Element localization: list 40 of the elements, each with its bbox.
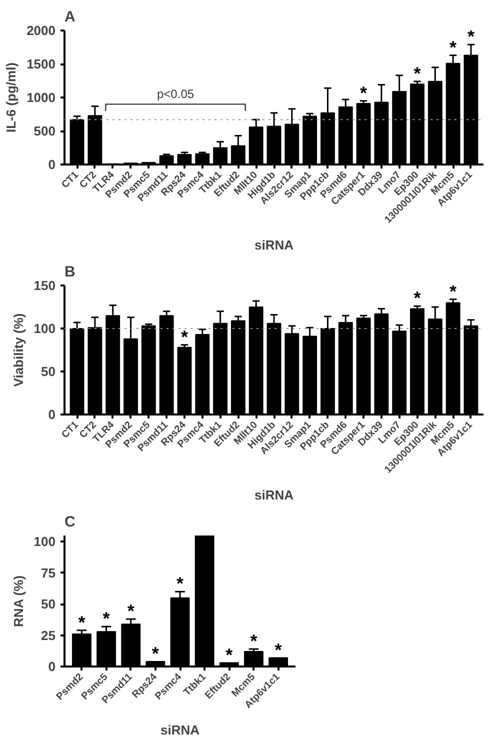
annotation: * — [467, 26, 474, 47]
annotation: * — [250, 631, 258, 652]
y-tick-label: 50 — [41, 364, 56, 379]
y-tick-label: 1000 — [26, 90, 56, 105]
x-axis-title: siRNA — [254, 488, 294, 503]
annotation: * — [127, 601, 134, 622]
annotation: * — [176, 574, 184, 594]
y-tick-label: 0 — [48, 157, 56, 172]
chart-title: A — [64, 8, 76, 26]
annotation: * — [102, 608, 110, 629]
y-tick-label: 0 — [48, 659, 56, 674]
y-axis-title: IL-6 (pg/ml) — [4, 62, 19, 133]
y-tick-label: 500 — [34, 124, 56, 138]
y-tick-label: 2000 — [26, 23, 56, 38]
annotation: * — [414, 288, 421, 308]
y-tick-label: 100 — [34, 534, 56, 550]
chart-title: C — [64, 514, 76, 530]
y-tick-label: 1500 — [26, 56, 56, 72]
annotation: * — [274, 640, 282, 660]
y-tick-label: 100 — [34, 321, 56, 336]
annotation: * — [152, 644, 159, 664]
annotation: * — [414, 63, 421, 84]
x-axis-title: siRNA — [160, 722, 200, 738]
y-tick-label: 75 — [41, 565, 56, 580]
x-tick-label: CT1 — [60, 169, 82, 191]
chart-title: B — [64, 264, 76, 280]
y-axis-title: Viability (%) — [10, 313, 26, 387]
annotation: * — [226, 644, 233, 665]
annotation: * — [78, 612, 86, 632]
x-axis-title: siRNA — [254, 238, 294, 253]
y-tick-label: 25 — [41, 628, 56, 643]
y-tick-label: 50 — [41, 596, 56, 612]
y-axis-title: RNA (%) — [10, 575, 26, 627]
x-tick-label: CT1 — [60, 419, 82, 441]
annotation: p<0.05 — [157, 87, 194, 102]
annotation: * — [180, 326, 188, 347]
annotation: * — [360, 82, 368, 103]
y-tick-label: 0 — [48, 407, 56, 422]
y-tick-label: 150 — [34, 278, 56, 293]
annotation: * — [450, 37, 457, 58]
